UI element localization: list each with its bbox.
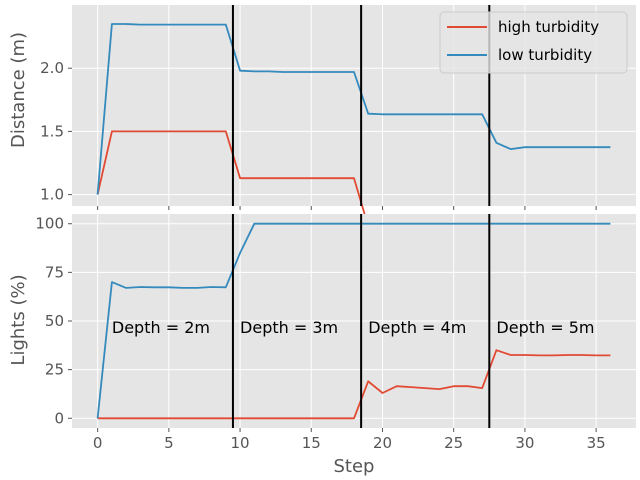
- lights-y-tick-label: 100: [35, 215, 64, 233]
- depth-annotation: Depth = 2m: [112, 318, 210, 337]
- lights-ticks: 0 5 10 15 20 25 30 35 0 25 50 75 100: [35, 215, 605, 452]
- lights-y-tick-label: 0: [54, 409, 64, 427]
- x-tick-label: 30: [515, 434, 534, 452]
- depth-annotation: Depth = 3m: [240, 318, 338, 337]
- lights-series-lines: [96, 222, 611, 420]
- legend: high turbidity low turbidity: [439, 11, 628, 74]
- x-tick-label: 15: [302, 434, 321, 452]
- lights-series-line-high-turbidity: [97, 349, 611, 420]
- distance-ticks: 1.0 1.5 2.0: [40, 59, 597, 210]
- lights-series-line-low-turbidity: [96, 222, 611, 419]
- x-tick-label: 20: [373, 434, 392, 452]
- lights-y-axis-label: Lights (%): [8, 274, 29, 365]
- distance-panel: 1.0 1.5 2.0 Distance (m) high turbidity lo…: [8, 5, 636, 238]
- x-tick-label: 5: [164, 434, 174, 452]
- distance-y-tick-label: 1.0: [40, 186, 64, 204]
- lights-depth-dividers: [231, 214, 491, 428]
- depth-annotations: Depth = 2m Depth = 3m Depth = 4m Depth = 5m: [112, 318, 595, 337]
- lights-y-tick-label: 25: [45, 361, 64, 379]
- distance-y-axis-label: Distance (m): [8, 32, 29, 148]
- lights-y-tick-label: 75: [45, 263, 64, 281]
- lights-grid: [72, 214, 636, 428]
- depth-annotation: Depth = 4m: [368, 318, 466, 337]
- x-axis-label: Step: [334, 456, 375, 477]
- depth-annotation: Depth = 5m: [496, 318, 594, 337]
- distance-y-tick-label: 2.0: [40, 59, 64, 77]
- legend-label-high-turbidity: high turbidity: [498, 18, 599, 36]
- lights-y-tick-label: 50: [45, 312, 64, 330]
- legend-label-low-turbidity: low turbidity: [498, 46, 592, 64]
- distance-series-line-low-turbidity: [96, 23, 611, 195]
- x-tick-label: 35: [587, 434, 606, 452]
- x-tick-label: 25: [444, 434, 463, 452]
- x-tick-label: 0: [93, 434, 103, 452]
- distance-y-tick-label: 1.5: [40, 122, 64, 140]
- x-tick-label: 10: [231, 434, 250, 452]
